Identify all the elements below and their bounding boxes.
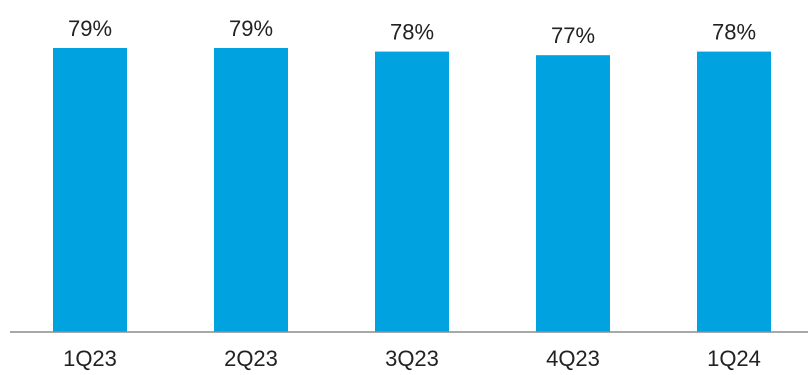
data-label-1Q23: 79%	[68, 16, 112, 41]
x-tick-labels-group: 1Q23 2Q23 3Q23 4Q23 1Q24	[63, 346, 761, 371]
data-labels-group: 79% 79% 78% 77% 78%	[68, 16, 756, 48]
x-tick-label-1Q24: 1Q24	[707, 346, 761, 371]
bar-2Q23	[214, 47, 288, 333]
bar-1Q24	[697, 51, 771, 333]
bars-group	[53, 47, 771, 333]
x-tick-label-4Q23: 4Q23	[546, 346, 600, 371]
data-label-3Q23: 78%	[390, 20, 434, 45]
data-label-1Q24: 78%	[712, 20, 756, 45]
data-label-4Q23: 77%	[551, 23, 595, 48]
x-tick-label-2Q23: 2Q23	[224, 346, 278, 371]
bar-1Q23	[53, 47, 127, 333]
x-tick-label-3Q23: 3Q23	[385, 346, 439, 371]
bar-3Q23	[375, 51, 449, 333]
x-tick-label-1Q23: 1Q23	[63, 346, 117, 371]
bar-4Q23	[536, 55, 610, 333]
data-label-2Q23: 79%	[229, 16, 273, 41]
